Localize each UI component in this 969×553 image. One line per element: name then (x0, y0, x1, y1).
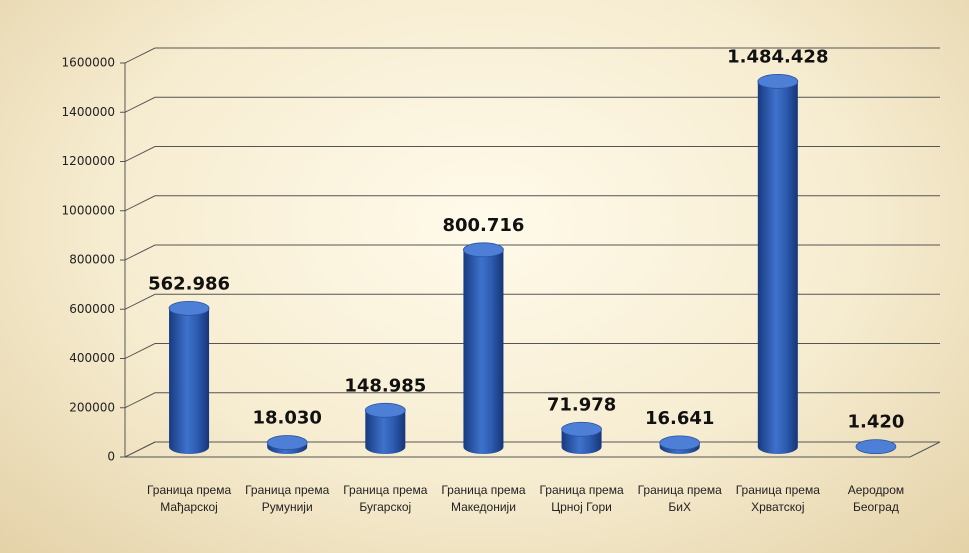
x-tick-label: Граница према Македонији (441, 483, 526, 514)
y-tick-label: 0 (107, 450, 115, 464)
bar (757, 74, 798, 455)
value-label: 562.986 (148, 273, 230, 294)
value-label: 16.641 (645, 408, 714, 429)
grid-line (124, 244, 940, 261)
value-label: 18.030 (252, 408, 321, 429)
value-label: 800.716 (442, 215, 524, 236)
bar-top (561, 421, 602, 437)
value-label: 1.420 (847, 412, 904, 433)
x-tick-label: Граница према Хрватској (735, 483, 820, 514)
grid-line (124, 392, 940, 409)
value-label: 148.985 (344, 375, 426, 396)
y-tick-label: 400000 (69, 351, 115, 365)
grid-line (124, 47, 940, 64)
y-tick-label: 1400000 (62, 105, 115, 119)
grid-line (124, 96, 940, 113)
bar (169, 301, 210, 455)
x-tick-label: Граница према БиХ (637, 483, 722, 514)
bar-top (855, 439, 897, 455)
x-tick-label: Граница према Румунији (245, 483, 330, 514)
value-label: 1.484.428 (727, 46, 828, 67)
bar (463, 242, 504, 455)
x-tick-label: Граница према Мађарској (146, 483, 232, 514)
y-tick-label: 800000 (69, 253, 115, 267)
bar-top (463, 242, 504, 258)
floor (124, 441, 941, 458)
bar-top (168, 300, 210, 316)
grid-line (124, 293, 940, 310)
x-tick-label: Аеродром Београд (847, 483, 905, 514)
x-tick-label: Граница према Црној Гори (539, 483, 624, 514)
x-tick-label: Граница према Бугарској (343, 483, 428, 514)
grid-line (124, 146, 940, 162)
grid-line (124, 343, 940, 359)
bar-top (266, 435, 308, 450)
value-label: 71.978 (547, 394, 616, 415)
bar-top (364, 402, 406, 418)
y-tick-label: 200000 (69, 400, 115, 414)
y-tick-label: 1000000 (62, 203, 115, 217)
bar-top (659, 435, 701, 451)
bar-top (757, 74, 799, 89)
y-tick-label: 1600000 (62, 56, 115, 70)
grid-line (124, 441, 940, 458)
y-tick-label: 1200000 (62, 154, 115, 168)
y-tick-label: 600000 (69, 302, 115, 316)
grid-line (124, 195, 940, 212)
